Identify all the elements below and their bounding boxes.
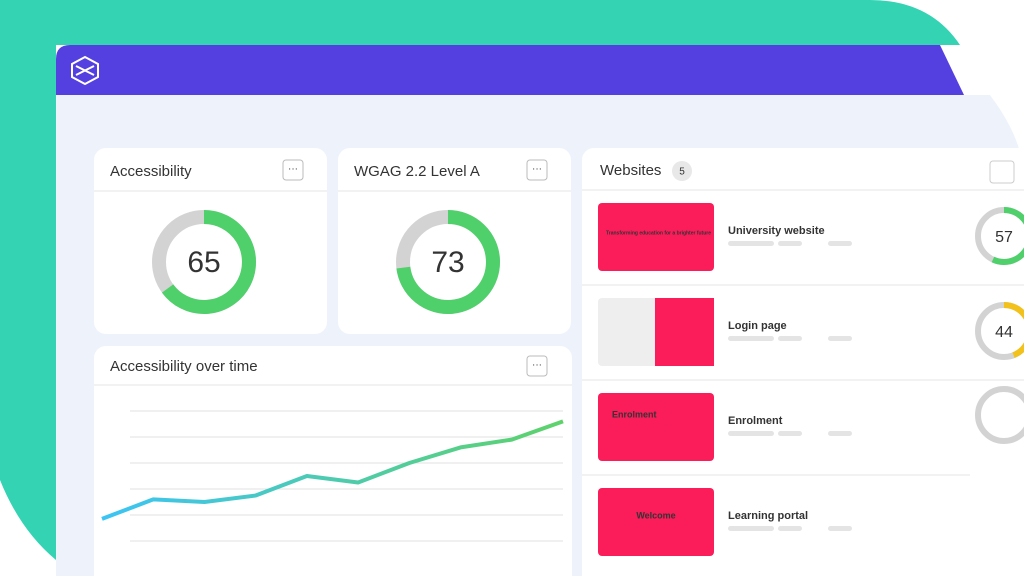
placeholder	[828, 431, 852, 436]
ring-value	[396, 210, 500, 314]
placeholder	[778, 431, 802, 436]
placeholder	[728, 336, 774, 341]
card-title: Accessibility	[110, 163, 192, 180]
ring-value	[161, 210, 256, 314]
site-name: Login page	[728, 320, 787, 332]
more-icon: ···	[288, 164, 298, 175]
placeholder	[828, 241, 852, 246]
placeholder	[728, 431, 774, 436]
placeholder	[778, 526, 802, 531]
count: 5	[679, 167, 685, 178]
logo	[71, 55, 99, 86]
score: 44	[995, 324, 1013, 341]
more-button[interactable]	[526, 159, 548, 181]
thumbnail[interactable]	[598, 393, 714, 461]
more-icon: ···	[532, 164, 542, 175]
card	[94, 148, 327, 334]
thumb-text: Enrolment	[612, 409, 657, 419]
score: 73	[431, 246, 464, 279]
site-name: University website	[728, 225, 825, 237]
search-button[interactable]	[989, 160, 1015, 184]
trend-line	[101, 419, 564, 521]
ring-value	[1003, 302, 1024, 358]
card-title: Websites	[600, 162, 661, 179]
placeholder	[778, 336, 802, 341]
placeholder	[828, 336, 852, 341]
thumbnail[interactable]	[598, 203, 714, 271]
header-bar	[56, 45, 964, 95]
site-name: Learning portal	[728, 510, 808, 522]
more-button[interactable]	[526, 355, 548, 377]
content: Accessibility ··· 65 WGAG 2.2 Level A ··· 73 A…	[94, 148, 1024, 576]
site-name: Enrolment	[728, 415, 783, 427]
count-badge	[672, 161, 692, 181]
thumb-side	[655, 298, 714, 366]
more-button[interactable]	[282, 159, 304, 181]
placeholder	[778, 241, 802, 246]
thumbnail[interactable]	[598, 488, 714, 556]
card-title: Accessibility over time	[110, 358, 258, 375]
ring-value	[991, 207, 1024, 265]
card-title: WGAG 2.2 Level A	[354, 163, 480, 180]
card	[94, 346, 572, 576]
score: 65	[187, 246, 220, 279]
placeholder	[728, 526, 774, 531]
card	[338, 148, 571, 334]
thumb-text: Welcome	[636, 510, 675, 520]
placeholder	[728, 241, 774, 246]
thumb-text: Transforming education for a brighter fu…	[606, 230, 711, 236]
ring-track	[975, 386, 1024, 444]
score: 57	[995, 229, 1013, 246]
placeholder	[828, 526, 852, 531]
more-icon: ···	[532, 360, 542, 371]
